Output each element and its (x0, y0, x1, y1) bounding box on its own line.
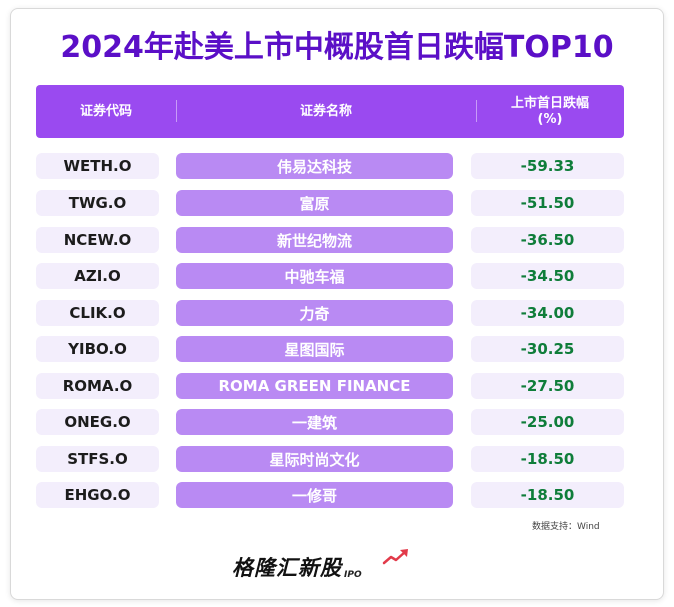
table-row: NCEW.O 新世纪物流 -36.50 (0, 227, 674, 254)
stock-name: 星际时尚文化 (176, 446, 453, 472)
table-row: YIBO.O 星图国际 -30.25 (0, 336, 674, 363)
first-day-change: -25.00 (471, 409, 624, 435)
header-divider (476, 100, 477, 122)
header-divider (176, 100, 177, 122)
logo-text: 格隆汇新股 (232, 556, 342, 580)
first-day-change: -34.00 (471, 300, 624, 326)
page-title: 2024年赴美上市中概股首日跌幅TOP10 (60, 30, 614, 65)
brand-logo: 格隆汇新股 IPO (232, 548, 408, 582)
stock-code: AZI.O (36, 263, 159, 289)
stock-name: 一修哥 (176, 482, 453, 508)
table-row: ROMA.O ROMA GREEN FINANCE -27.50 (0, 373, 674, 400)
logo-suffix: IPO (344, 570, 362, 580)
stock-name: 富原 (176, 190, 453, 216)
first-day-change: -51.50 (471, 190, 624, 216)
stock-code: WETH.O (36, 153, 159, 179)
header-name: 证券名称 (299, 103, 352, 119)
stock-name: 一建筑 (176, 409, 453, 435)
trend-arrow-icon (382, 549, 408, 565)
stock-code: STFS.O (36, 446, 159, 472)
table-row: WETH.O 伟易达科技 -59.33 (0, 153, 674, 180)
table-row: AZI.O 中驰车福 -34.50 (0, 263, 674, 290)
stock-code: YIBO.O (36, 336, 159, 362)
header-code: 证券代码 (79, 103, 132, 119)
table-row: EHGO.O 一修哥 -18.50 (0, 482, 674, 509)
stock-name: 星图国际 (176, 336, 453, 362)
stock-code: NCEW.O (36, 227, 159, 253)
table-row: CLIK.O 力奇 -34.00 (0, 300, 674, 327)
stock-name: ROMA GREEN FINANCE (176, 373, 453, 399)
first-day-change: -18.50 (471, 482, 624, 508)
first-day-change: -27.50 (471, 373, 624, 399)
table-row: STFS.O 星际时尚文化 -18.50 (0, 446, 674, 473)
stock-name: 中驰车福 (176, 263, 453, 289)
data-source-note: 数据支持：Wind (532, 522, 600, 532)
first-day-change: -59.33 (471, 153, 624, 179)
first-day-change: -34.50 (471, 263, 624, 289)
table-row: ONEG.O 一建筑 -25.00 (0, 409, 674, 436)
stock-name: 新世纪物流 (176, 227, 453, 253)
stock-code: ROMA.O (36, 373, 159, 399)
first-day-change: -36.50 (471, 227, 624, 253)
first-day-change: -30.25 (471, 336, 624, 362)
table-header: 证券代码 证券名称 上市首日跌幅 (%) (36, 85, 624, 138)
stock-code: EHGO.O (36, 482, 159, 508)
header-change: 上市首日跌幅 (%) (510, 95, 589, 127)
stock-code: TWG.O (36, 190, 159, 216)
stock-code: ONEG.O (36, 409, 159, 435)
table-row: TWG.O 富原 -51.50 (0, 190, 674, 217)
stock-name: 伟易达科技 (176, 153, 453, 179)
first-day-change: -18.50 (471, 446, 624, 472)
stock-name: 力奇 (176, 300, 453, 326)
stock-code: CLIK.O (36, 300, 159, 326)
